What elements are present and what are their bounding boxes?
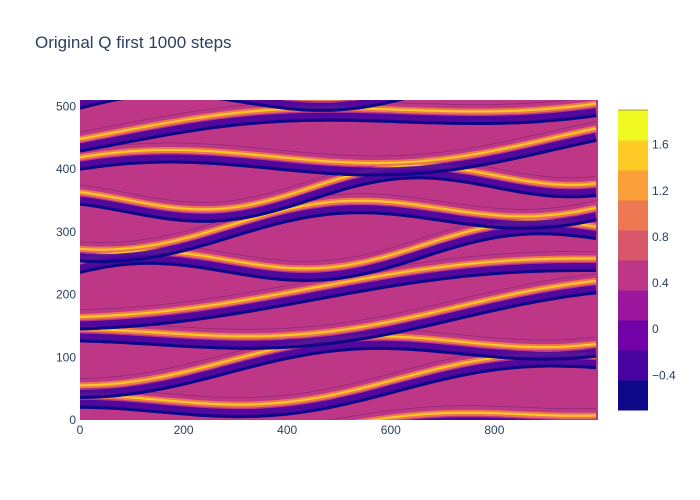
colorbar-tick-label: 1.6 (652, 138, 669, 152)
trough-core (80, 346, 597, 399)
contour-line (80, 24, 596, 63)
trough-band (80, 1, 596, 40)
trough-core (80, 425, 596, 450)
trough-band (80, 0, 596, 16)
trough-band (80, 226, 597, 282)
colorbar-band (618, 290, 648, 321)
trough-band (80, 263, 596, 331)
trough-band (408, 417, 558, 420)
colorbar-band (618, 140, 648, 171)
trough-core (80, 138, 597, 177)
trough-band (80, 358, 597, 419)
colorbar: −0.4 0 0.4 0.8 1.2 1.6 (618, 109, 676, 411)
ridge-core (366, 411, 597, 420)
colorbar-band (618, 230, 648, 261)
colorbar-band (618, 350, 648, 381)
colorbar-band (618, 260, 648, 291)
x-tick-label: 600 (381, 423, 401, 437)
contour-line (80, 193, 597, 243)
contour-line (80, 273, 597, 330)
colorbar-band (618, 110, 648, 141)
trough-core (80, 0, 596, 19)
x-tick-label: 400 (277, 423, 297, 437)
y-tick-label: 200 (56, 288, 76, 302)
contour-line (80, 52, 596, 92)
colorbar-band (618, 320, 648, 351)
colorbar-tick-label: 0.8 (652, 230, 669, 244)
y-tick-label: 400 (56, 162, 76, 176)
colorbar-tick-label: 1.2 (652, 184, 669, 198)
trough-core (80, 364, 597, 419)
trough-band (80, 108, 597, 153)
trough-core (80, 114, 597, 153)
x-tick-label: 800 (484, 423, 504, 437)
y-tick-label: 100 (56, 350, 76, 364)
ridge-core (80, 164, 597, 211)
trough-band (80, 170, 597, 223)
trough-band (80, 205, 597, 264)
trough-core (80, 211, 597, 264)
colorbar-tick-label: 0 (652, 322, 659, 336)
ridge-core (80, 127, 597, 164)
ridge-core (80, 59, 596, 99)
y-tick-label: 500 (56, 99, 76, 113)
y-tick-label: 0 (69, 413, 76, 427)
ridge-core (80, 0, 596, 31)
trough-band (80, 40, 596, 79)
trough-core (80, 43, 596, 82)
ridge-band (80, 0, 596, 31)
ridge-core (80, 199, 597, 251)
chart-title: Original Q first 1000 steps (35, 33, 232, 52)
trough-core (80, 176, 597, 223)
x-tick-label: 0 (77, 423, 84, 437)
colorbar-band (618, 170, 648, 201)
x-tick-label: 200 (174, 423, 194, 437)
y-axis-ticks: 0 100 200 300 400 500 (56, 99, 76, 427)
contour-plot-area[interactable] (80, 0, 598, 450)
ridge-band (80, 0, 596, 7)
colorbar-tick-label: 0.4 (652, 276, 669, 290)
trough-band (80, 133, 597, 177)
colorbar-band (618, 200, 648, 231)
trough-core (80, 232, 597, 282)
ridge-band (80, 31, 596, 70)
contour-line (80, 346, 597, 398)
contour-line (80, 0, 596, 24)
trough-core (80, 291, 597, 350)
ridge-band (293, 100, 349, 102)
trough-core (80, 100, 405, 112)
contour-line (80, 121, 597, 157)
ridge-core (80, 279, 597, 338)
trough-band (80, 285, 597, 350)
trough-band (80, 340, 597, 399)
x-axis-ticks: 0 200 400 600 800 (77, 423, 505, 437)
ridge-core (80, 257, 596, 318)
contour-line (327, 405, 597, 420)
trough-core (80, 4, 596, 43)
contour-line (80, 100, 572, 133)
trough-core (80, 269, 596, 331)
colorbar-tick-label: −0.4 (652, 368, 676, 382)
ridge-core (80, 31, 596, 70)
y-tick-label: 300 (56, 225, 76, 239)
ridge-core (80, 0, 596, 7)
trough-band (80, 100, 405, 112)
colorbar-band (618, 380, 648, 411)
